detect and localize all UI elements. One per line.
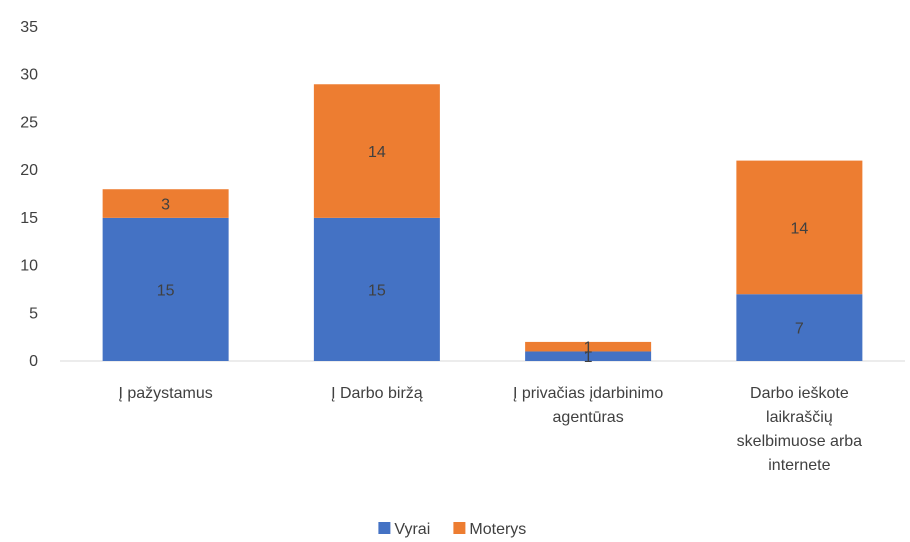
- x-category-label: laikraščių: [766, 409, 833, 426]
- x-category-label: Į Darbo biržą: [331, 385, 423, 402]
- data-label: 1: [584, 340, 593, 357]
- y-tick-label: 5: [29, 305, 38, 322]
- y-tick-label: 10: [20, 258, 38, 275]
- x-category-label: Į privačias įdarbinimo: [513, 385, 663, 402]
- data-label: 14: [790, 220, 808, 237]
- y-tick-label: 25: [20, 114, 38, 131]
- x-category-label: internete: [768, 457, 830, 474]
- y-tick-label: 0: [29, 353, 38, 370]
- data-label: 15: [368, 282, 386, 299]
- bar-vyrai: [736, 294, 863, 361]
- x-category-label: skelbimuose arba: [737, 433, 863, 450]
- bar-vyrai: [525, 351, 652, 361]
- bar-moterys: [525, 341, 652, 352]
- legend-swatch-vyrai: [378, 522, 391, 534]
- bar-vyrai: [313, 217, 440, 361]
- data-label: 15: [157, 282, 175, 299]
- data-label: 3: [161, 197, 170, 214]
- y-tick-label: 30: [20, 67, 38, 84]
- x-category-label: agentūras: [553, 409, 624, 426]
- legend-label: Vyrai: [394, 521, 430, 538]
- y-tick-label: 35: [20, 19, 38, 36]
- x-category-label: Į pažystamus: [118, 385, 212, 402]
- x-category-label: Darbo ieškote: [750, 385, 849, 402]
- bar-moterys: [313, 84, 440, 218]
- bar-moterys: [736, 160, 863, 295]
- bar-moterys: [102, 189, 229, 218]
- y-tick-label: 20: [20, 162, 38, 179]
- y-tick-label: 15: [20, 210, 38, 227]
- data-label: 14: [368, 144, 386, 161]
- data-label: 7: [795, 321, 804, 338]
- data-label: 1: [584, 349, 593, 366]
- bar-vyrai: [102, 217, 229, 361]
- legend-label: Moterys: [469, 521, 526, 538]
- legend-swatch-moterys: [453, 522, 466, 534]
